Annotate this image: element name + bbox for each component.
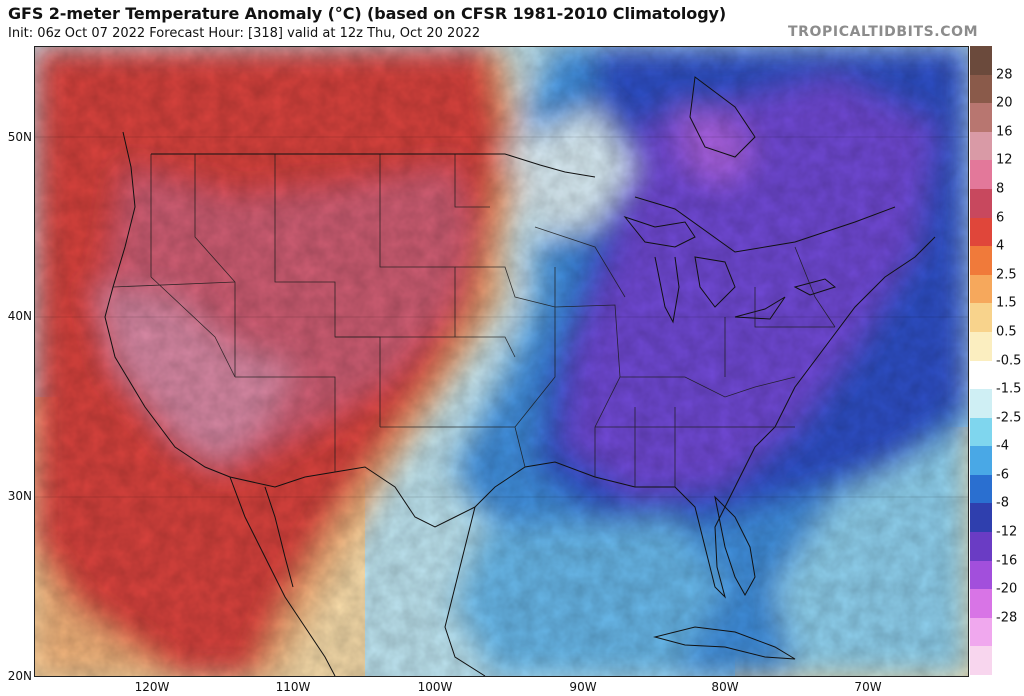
lat-label-40n: 40N xyxy=(7,309,32,323)
colorbar-swatch xyxy=(970,417,992,447)
colorbar-label: -16 xyxy=(996,553,1018,569)
source-credit: TROPICALTIDBITS.COM xyxy=(788,24,979,40)
colorbar-swatch xyxy=(970,46,992,76)
colorbar-label: -1.5 xyxy=(996,381,1022,397)
colorbar-label: 4 xyxy=(996,238,1005,254)
colorbar-swatch xyxy=(970,103,992,133)
colorbar-label: 12 xyxy=(996,152,1013,168)
colorbar-legend: 28 20 16 12 8 6 4 2.5 1.5 0.5 -0.5 -1.5 -2.5 -4 -6 -8 -1… xyxy=(970,46,1024,676)
graticule xyxy=(35,136,968,498)
colorbar-swatch xyxy=(970,446,992,476)
lon-label-100w: 100W xyxy=(417,680,453,694)
lat-label-20n: 20N xyxy=(7,669,32,683)
colorbar-label: -28 xyxy=(996,610,1018,626)
colorbar-swatch xyxy=(970,474,992,504)
colorbar-swatch xyxy=(970,617,992,647)
map-canvas xyxy=(35,47,968,676)
colorbar-label: -2.5 xyxy=(996,410,1022,426)
lon-label-80w: 80W xyxy=(711,680,739,694)
colorbar-swatch xyxy=(970,246,992,276)
colorbar-label: 20 xyxy=(996,95,1013,111)
colorbar-swatch xyxy=(970,74,992,104)
lon-label-90w: 90W xyxy=(569,680,597,694)
colorbar-swatch xyxy=(970,389,992,419)
map-subtitle: Init: 06z Oct 07 2022 Forecast Hour: [31… xyxy=(8,26,481,41)
colorbar-swatch xyxy=(970,503,992,533)
colorbar-swatch xyxy=(970,646,992,676)
colorbar-label: 16 xyxy=(996,124,1013,140)
colorbar-label: -12 xyxy=(996,524,1018,540)
lon-label-110w: 110W xyxy=(275,680,311,694)
colorbar-swatch xyxy=(970,188,992,219)
colorbar-swatch xyxy=(970,217,992,247)
colorbar-swatch xyxy=(970,331,992,361)
colorbar-label: -20 xyxy=(996,581,1018,597)
lon-label-120w: 120W xyxy=(134,680,170,694)
lat-label-30n: 30N xyxy=(7,489,32,503)
colorbar-label: -8 xyxy=(996,495,1009,511)
colorbar-swatch xyxy=(970,160,992,190)
colorbar-label: 8 xyxy=(996,181,1005,197)
colorbar-label: 28 xyxy=(996,67,1013,83)
anomaly-map xyxy=(34,46,969,677)
colorbar-swatch xyxy=(970,274,992,304)
colorbar-swatch xyxy=(970,131,992,161)
coastlines-and-borders xyxy=(104,76,936,676)
map-title: GFS 2-meter Temperature Anomaly (°C) (ba… xyxy=(8,4,727,23)
colorbar-swatch xyxy=(970,303,992,333)
colorbar-label: -4 xyxy=(996,438,1009,454)
lon-label-70w: 70W xyxy=(854,680,882,694)
state-borders xyxy=(112,154,836,487)
colorbar-swatch xyxy=(970,560,992,590)
colorbar-label: 0.5 xyxy=(996,324,1017,340)
colorbar-swatch xyxy=(970,360,992,390)
colorbar-label: -6 xyxy=(996,467,1009,483)
colorbar-label: 6 xyxy=(996,210,1005,226)
colorbar-label: 2.5 xyxy=(996,267,1017,283)
lat-label-50n: 50N xyxy=(7,130,32,144)
colorbar-label: -0.5 xyxy=(996,353,1022,368)
colorbar-swatch xyxy=(970,589,992,619)
colorbar-label: 1.5 xyxy=(996,295,1017,311)
colorbar-swatch xyxy=(970,532,992,562)
